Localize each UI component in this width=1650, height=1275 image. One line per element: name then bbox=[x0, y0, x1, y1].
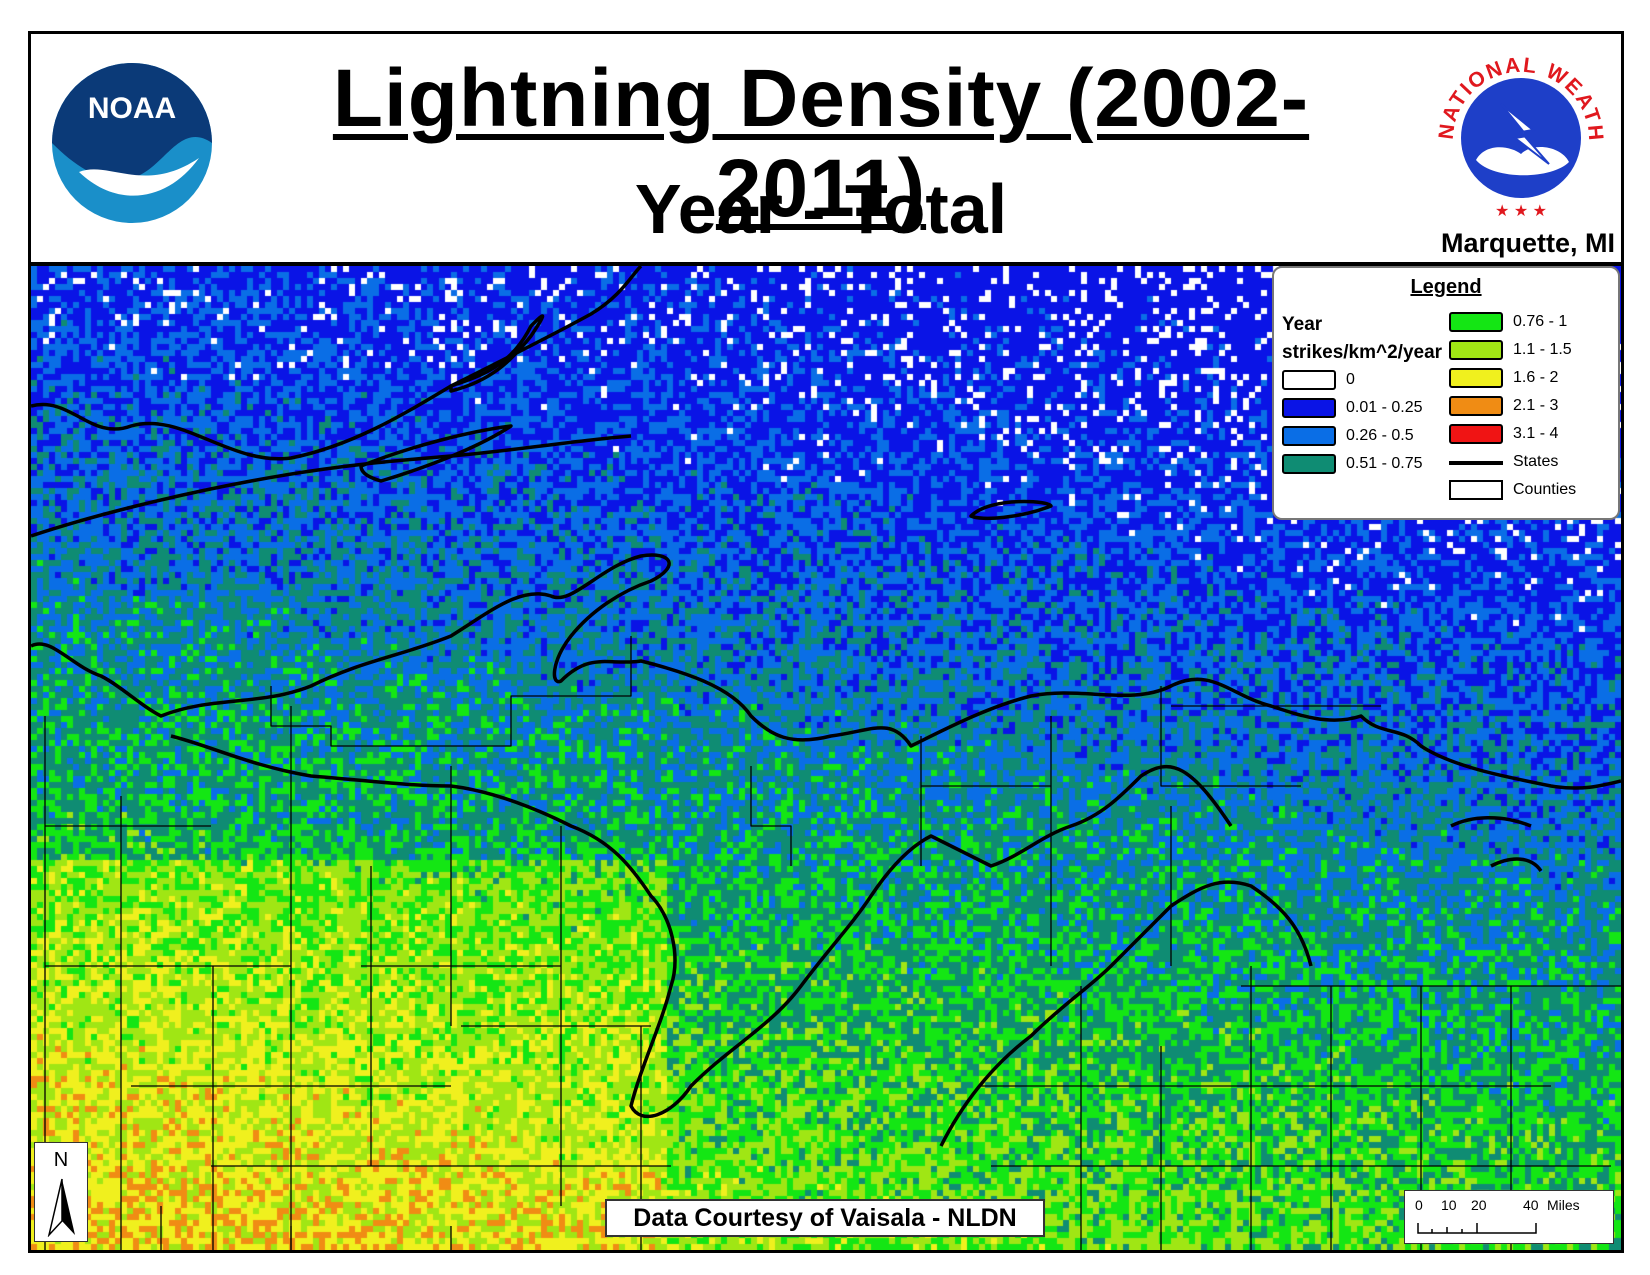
scale-tick-40: 40 bbox=[1523, 1197, 1539, 1213]
legend-label: 1.1 - 1.5 bbox=[1513, 341, 1572, 358]
legend-label: 0 bbox=[1346, 371, 1355, 388]
north-label: N bbox=[53, 1149, 69, 1171]
boundary-overlay bbox=[31, 266, 1621, 1250]
scale-tick-10: 10 bbox=[1441, 1197, 1457, 1213]
legend-item: 0.51 - 0.75 bbox=[1282, 454, 1442, 476]
scale-tick-20: 20 bbox=[1471, 1197, 1487, 1213]
legend-panel: Legend Year strikes/km^2/year 0 0.01 - 0.… bbox=[1272, 266, 1620, 520]
office-label: Marquette, MI bbox=[1440, 228, 1615, 258]
legend-item: 2.1 - 3 bbox=[1449, 396, 1609, 418]
map-subtitle: Year - Total bbox=[634, 170, 1008, 248]
map-header: NOAA Lightning Density (2002-2011) Year … bbox=[31, 34, 1621, 266]
legend-label: 0.76 - 1 bbox=[1513, 313, 1568, 330]
legend-swatch bbox=[1449, 396, 1503, 416]
legend-item-states: States bbox=[1449, 452, 1609, 474]
legend-swatch bbox=[1449, 368, 1503, 388]
nws-logo-icon: NATIONAL WEATHER SERVICE ★ ★ ★ bbox=[1431, 42, 1605, 220]
legend-title: Legend bbox=[1410, 276, 1482, 298]
legend-label: Counties bbox=[1513, 481, 1577, 498]
map-frame: NOAA Lightning Density (2002-2011) Year … bbox=[28, 31, 1624, 1253]
legend-swatch bbox=[1449, 340, 1503, 360]
legend-item: 0 bbox=[1282, 370, 1442, 392]
legend-swatch bbox=[1282, 454, 1336, 474]
legend-swatch bbox=[1282, 370, 1336, 390]
county-box-swatch bbox=[1449, 480, 1503, 500]
svg-text:NOAA: NOAA bbox=[88, 92, 176, 125]
legend-item: 0.26 - 0.5 bbox=[1282, 426, 1442, 448]
legend-period: Year bbox=[1282, 314, 1323, 335]
data-credit: Data Courtesy of Vaisala - NLDN bbox=[605, 1199, 1045, 1237]
legend-label: 0.01 - 0.25 bbox=[1346, 399, 1423, 416]
state-shoreline-lines bbox=[31, 266, 1621, 1147]
county-lines bbox=[44, 636, 1621, 1250]
map-title: Lightning Density (2002-2011) bbox=[332, 53, 1310, 234]
scale-tick-0: 0 bbox=[1415, 1197, 1423, 1213]
legend-label: 2.1 - 3 bbox=[1513, 397, 1559, 414]
legend-swatch bbox=[1449, 424, 1503, 444]
legend-item: 0.76 - 1 bbox=[1449, 312, 1609, 334]
legend-item: 3.1 - 4 bbox=[1449, 424, 1609, 446]
scale-ruler bbox=[1417, 1223, 1537, 1234]
legend-swatch bbox=[1449, 312, 1503, 332]
legend-units: strikes/km^2/year bbox=[1282, 342, 1443, 363]
legend-label: 0.51 - 0.75 bbox=[1346, 455, 1423, 472]
legend-label: 0.26 - 0.5 bbox=[1346, 427, 1414, 444]
legend-swatch bbox=[1282, 426, 1336, 446]
scale-bar: 0 10 20 40 Miles bbox=[1404, 1190, 1614, 1244]
legend-item-counties: Counties bbox=[1449, 480, 1609, 502]
legend-item: 1.6 - 2 bbox=[1449, 368, 1609, 390]
legend-swatch bbox=[1282, 398, 1336, 418]
legend-item: 1.1 - 1.5 bbox=[1449, 340, 1609, 362]
legend-item: 0.01 - 0.25 bbox=[1282, 398, 1442, 420]
legend-label: 3.1 - 4 bbox=[1513, 425, 1559, 442]
legend-label: 1.6 - 2 bbox=[1513, 369, 1559, 386]
state-line-swatch bbox=[1449, 461, 1503, 465]
svg-text:★ ★ ★: ★ ★ ★ bbox=[1495, 203, 1547, 220]
north-arrow: N bbox=[34, 1142, 88, 1242]
north-arrow-icon bbox=[47, 1178, 75, 1237]
noaa-logo-icon: NOAA bbox=[52, 63, 212, 223]
scale-unit: Miles bbox=[1547, 1197, 1580, 1213]
legend-label: States bbox=[1513, 453, 1559, 470]
